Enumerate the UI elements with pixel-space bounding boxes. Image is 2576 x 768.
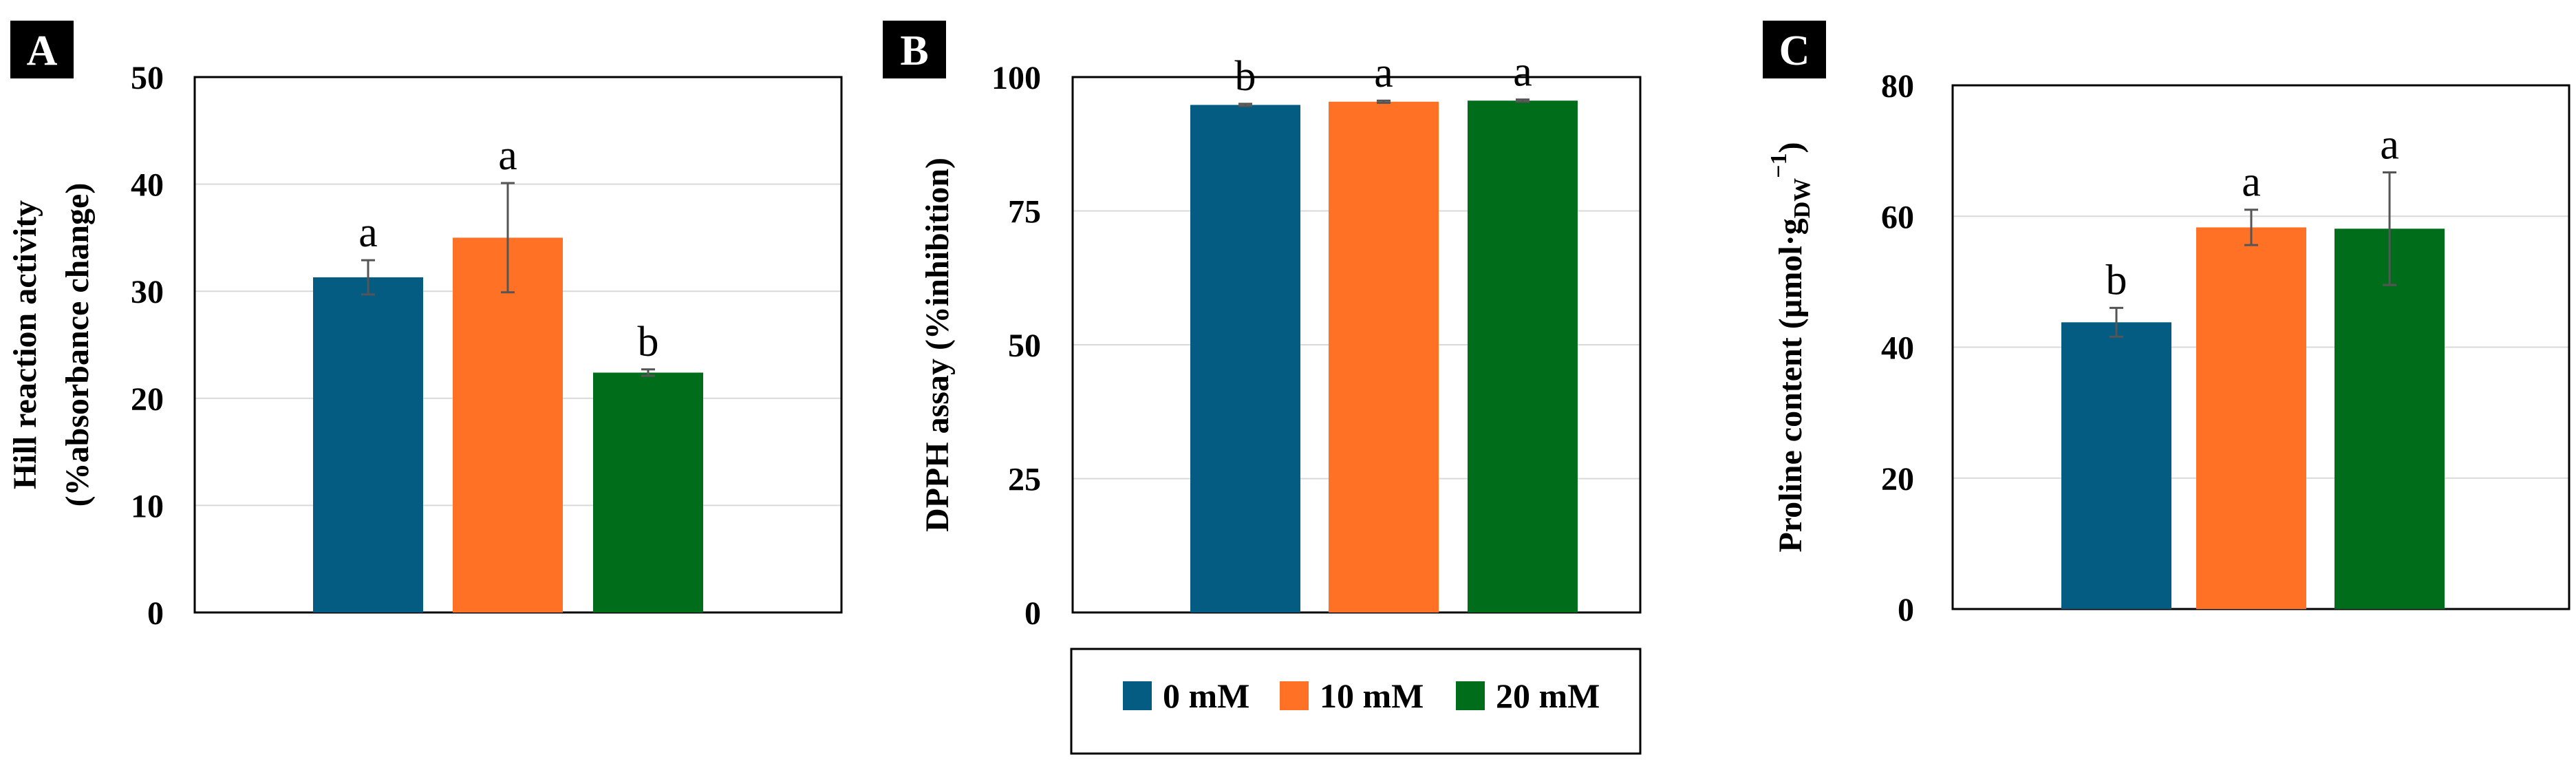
error-bar xyxy=(1238,103,1252,107)
error-bar xyxy=(2244,209,2258,246)
y-axis-label: Hill reaction activity xyxy=(7,200,43,489)
y-tick-label: 50 xyxy=(1008,328,1041,364)
y-tick-label: 30 xyxy=(131,274,164,310)
legend-label: 20 mM xyxy=(1496,676,1600,715)
panel-badge: A xyxy=(10,21,74,78)
y-tick-label: 40 xyxy=(131,167,164,204)
legend-label: 10 mM xyxy=(1320,676,1424,715)
bar-10mm xyxy=(2196,227,2306,609)
significance-letter: a xyxy=(1374,50,1393,96)
significance-letter: a xyxy=(498,132,517,179)
y-tick-label: 75 xyxy=(1008,194,1041,231)
y-tick-label: 0 xyxy=(147,595,164,632)
legend-label: 0 mM xyxy=(1163,676,1249,715)
panel-badge: C xyxy=(1763,21,1826,78)
bar-20mm xyxy=(593,372,703,612)
y-tick-label: 20 xyxy=(131,381,164,418)
significance-letter: b xyxy=(638,319,659,365)
y-tick-label: 10 xyxy=(131,488,164,524)
bar-20mm xyxy=(1468,100,1578,612)
chart-panel-b: B 0 25 50 75 100 b a a DPPH assay (%inhibition) xyxy=(883,21,1642,632)
y-axis-label-sup: −1 xyxy=(1766,153,1792,178)
significance-letter: a xyxy=(358,209,378,256)
panel-badge-bg xyxy=(883,21,946,78)
y-tick-label: 40 xyxy=(1881,330,1914,367)
significance-letter: b xyxy=(2106,257,2127,303)
y-tick-label: 60 xyxy=(1881,199,1914,235)
error-bar xyxy=(361,259,375,296)
y-tick-label: 50 xyxy=(131,60,164,96)
bar-10mm xyxy=(1329,101,1439,613)
significance-letter: b xyxy=(1235,53,1256,100)
legend-item: 20 mM xyxy=(1456,676,1600,715)
legend-item: 0 mM xyxy=(1123,676,1249,715)
y-axis-label-close: ) xyxy=(1772,142,1809,153)
legend: 0 mM 10 mM 20 mM xyxy=(1070,648,1642,755)
y-tick-label: 0 xyxy=(1898,592,1914,628)
significance-letter: a xyxy=(1513,49,1532,96)
y-axis-label: Proline content (µmol·gDW−1) xyxy=(1766,142,1815,552)
panel-badge-bg xyxy=(1763,21,1826,78)
error-bar xyxy=(2383,171,2396,286)
panel-letter: B xyxy=(900,28,928,74)
panel-badge: B xyxy=(883,21,946,78)
legend-item: 10 mM xyxy=(1280,676,1424,715)
legend-swatch xyxy=(1280,681,1309,710)
chart-panel-c: C 0 20 40 60 80 b a a Proline content (µmol·gDW−1… xyxy=(1763,21,2570,628)
panel-badge-bg xyxy=(10,21,74,78)
y-tick-label: 20 xyxy=(1881,461,1914,498)
significance-letter: a xyxy=(2380,122,2399,169)
y-axis-label-line2: (%absorbance change) xyxy=(59,183,96,507)
legend-frame xyxy=(1070,648,1642,755)
chart-panel-a: A 0 10 20 30 40 50 a a b Hill reaction activity (%a… xyxy=(7,21,843,632)
y-tick-label: 100 xyxy=(991,60,1041,96)
error-bar xyxy=(641,368,655,377)
bar-10mm xyxy=(453,237,563,612)
bar-0mm xyxy=(1190,105,1300,612)
error-bar xyxy=(2110,306,2123,338)
y-axis-label: DPPH assay (%inhibition) xyxy=(919,158,956,532)
y-tick-label: 80 xyxy=(1881,68,1914,105)
y-axis-label-main: Proline content (µmol·g xyxy=(1772,218,1809,552)
legend-swatch xyxy=(1456,681,1485,710)
y-tick-label: 0 xyxy=(1024,595,1041,632)
significance-letter: a xyxy=(2242,159,2261,206)
error-bar xyxy=(1377,99,1391,104)
error-bar xyxy=(1516,98,1530,103)
y-axis-label-sub: DW xyxy=(1790,178,1815,219)
error-bar xyxy=(501,182,515,294)
bar-0mm xyxy=(313,277,423,612)
bar-0mm xyxy=(2061,322,2171,609)
y-tick-label: 25 xyxy=(1008,462,1041,498)
panel-letter: A xyxy=(27,28,58,74)
bar-20mm xyxy=(2334,228,2445,610)
legend-swatch xyxy=(1123,681,1152,710)
panel-letter: C xyxy=(1779,28,1810,74)
